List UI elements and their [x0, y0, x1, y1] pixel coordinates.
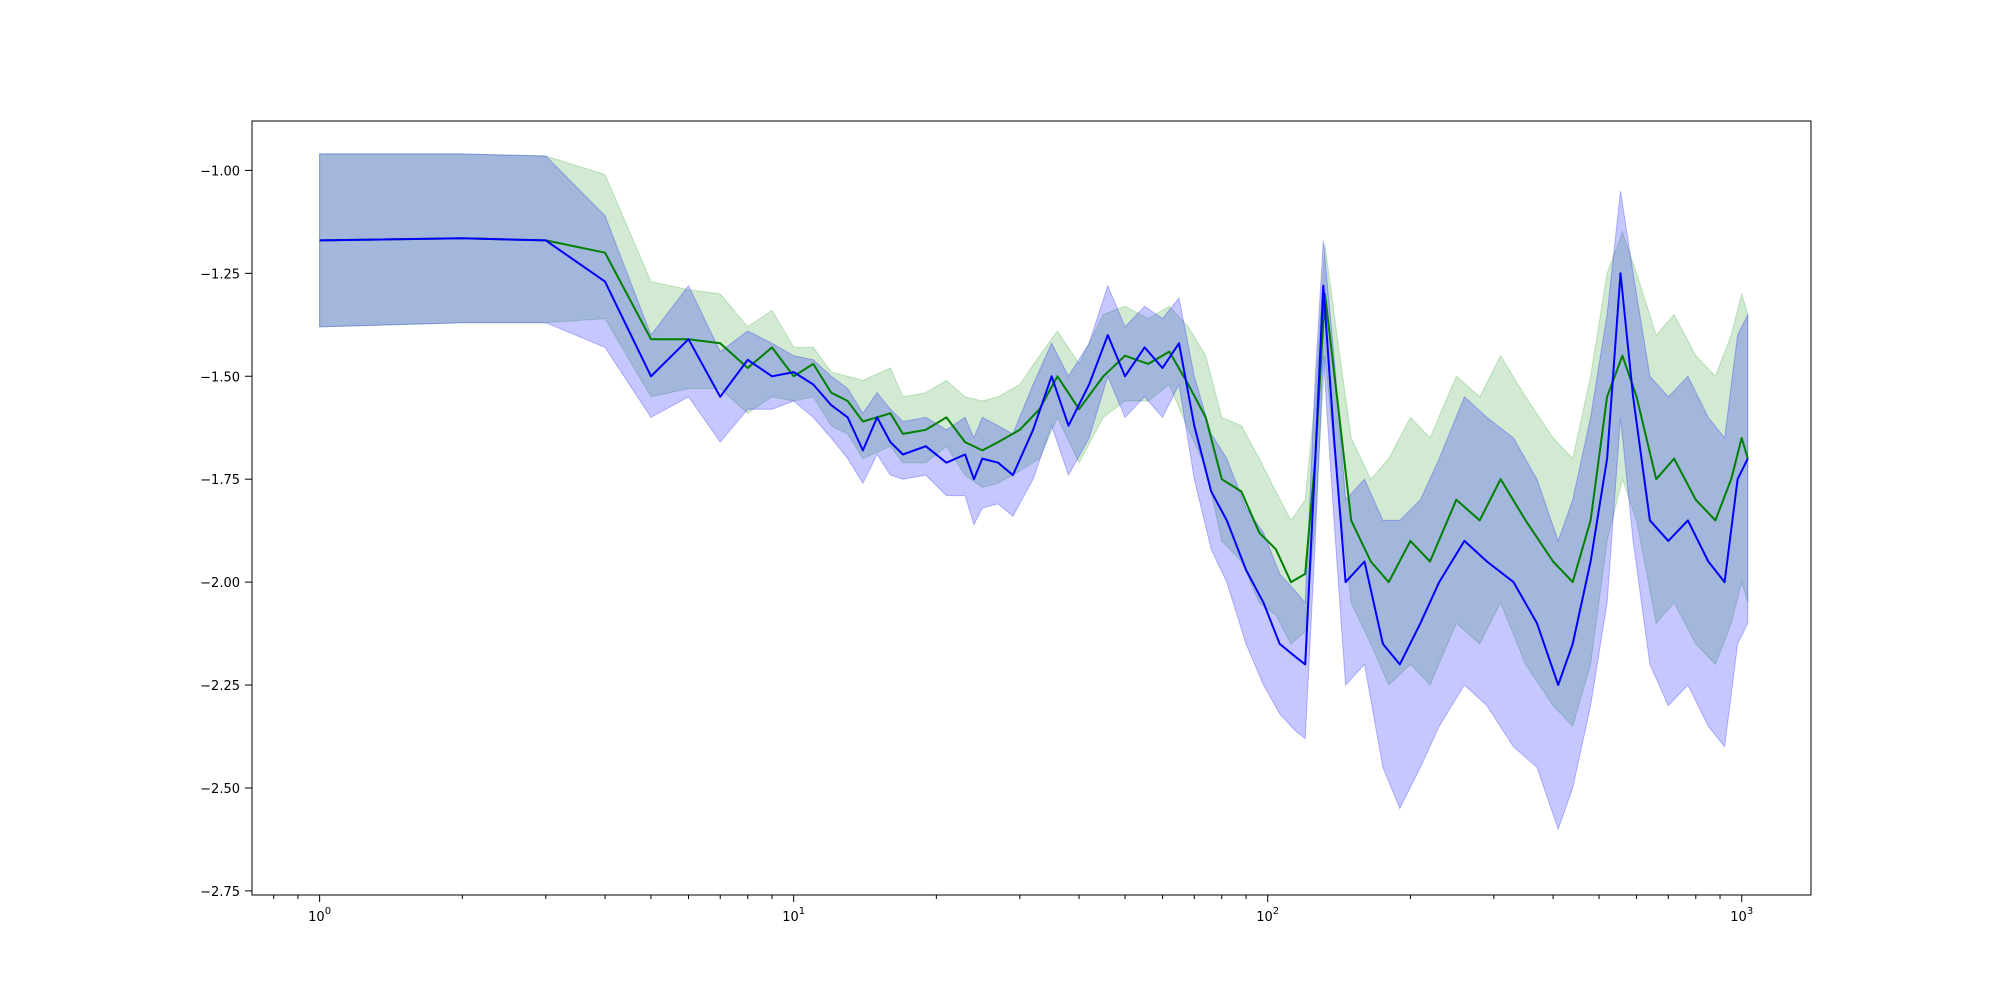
x-tick-label: 102: [1256, 906, 1279, 925]
y-tick-label: −2.00: [200, 576, 240, 591]
series-1-band: [319, 153, 1749, 831]
y-tick-label: −2.25: [200, 679, 240, 694]
plot-frame: [251, 120, 1812, 896]
series-1-line: [319, 237, 1749, 686]
x-axis: 100 101 102 103: [273, 895, 1753, 925]
y-tick-label: −2.50: [200, 782, 240, 797]
y-tick-label: −1.75: [200, 473, 240, 488]
y-tick-label: −1.00: [200, 164, 240, 179]
x-tick-label: 101: [782, 906, 805, 925]
x-tick-label: 100: [308, 906, 331, 925]
y-axis: −1.00 −1.25 −1.50 −1.75 −2.00 −2.25 −2.50 −2.75: [200, 164, 252, 900]
series-0-line: [319, 237, 1749, 584]
y-tick-label: −1.25: [200, 267, 240, 282]
series-lines: [319, 237, 1749, 686]
x-tick-label: 103: [1730, 906, 1753, 925]
series-0-band: [319, 153, 1749, 728]
y-tick-label: −1.50: [200, 370, 240, 385]
confidence-bands: [319, 153, 1749, 831]
y-tick-label: −2.75: [200, 885, 240, 900]
